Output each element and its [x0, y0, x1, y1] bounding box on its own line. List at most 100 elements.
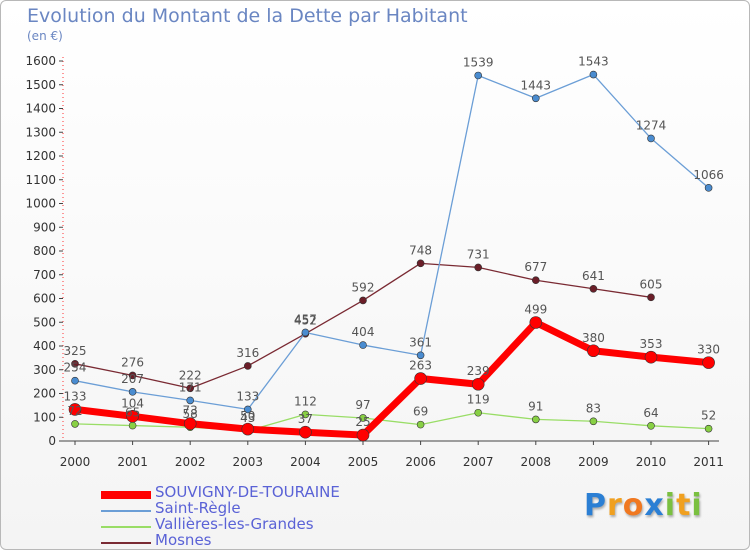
legend-label: Saint-Règle: [155, 499, 241, 517]
legend-label: SOUVIGNY-DE-TOURAINE: [155, 483, 340, 501]
data-label: 316: [236, 346, 259, 360]
x-tick-label: 2009: [578, 455, 609, 469]
data-point: [183, 417, 197, 430]
y-tick-label: 300: [33, 363, 56, 377]
x-tick-label: 2004: [290, 455, 321, 469]
data-point: [416, 420, 425, 429]
data-label: 1539: [463, 55, 494, 69]
data-label: 1443: [521, 78, 552, 92]
data-point: [589, 417, 598, 426]
data-label: 91: [528, 399, 543, 413]
y-tick-label: 200: [33, 387, 56, 401]
data-point: [647, 293, 655, 302]
data-label: 263: [409, 359, 432, 373]
x-tick-label: 2007: [463, 455, 494, 469]
logo-letter: P: [584, 488, 607, 523]
x-tick-label: 2000: [60, 455, 91, 469]
chart-title: Evolution du Montant de la Dette par Hab…: [27, 5, 468, 27]
data-labels: 325 276 222 316 452 592 748 731 677 641 605 72 65 58 4…: [64, 55, 724, 430]
data-label: 592: [352, 280, 375, 294]
data-point: [416, 351, 425, 360]
y-tick-label: 1000: [25, 197, 56, 211]
data-point: [128, 371, 137, 380]
data-point: [128, 421, 137, 430]
x-tick-label: 2005: [348, 455, 379, 469]
data-point: [416, 259, 425, 268]
data-point: [71, 376, 79, 385]
data-point: [71, 420, 79, 428]
y-tick-label: 400: [33, 339, 56, 353]
data-point: [704, 424, 713, 433]
logo-letter: o: [622, 488, 645, 523]
y-tick-label: 1400: [25, 102, 56, 116]
data-label: 239: [467, 364, 490, 378]
data-label: 65: [125, 406, 140, 420]
data-label: 133: [236, 389, 259, 403]
logo-letter: i: [691, 488, 703, 523]
data-label: 133: [64, 389, 87, 403]
data-label: 37: [298, 412, 313, 426]
data-label: 83: [586, 401, 601, 415]
data-point: [359, 296, 367, 305]
logo-letter: r: [607, 488, 623, 523]
x-tick-label: 2010: [636, 455, 667, 469]
data-label: 73: [183, 404, 198, 418]
y-tick-label: 1200: [25, 149, 56, 163]
data-label: 64: [643, 406, 658, 420]
data-point: [531, 415, 540, 424]
data-label: 404: [352, 325, 375, 339]
legend-swatch: [101, 510, 151, 512]
data-point: [301, 410, 310, 419]
y-tick-label: 100: [33, 410, 56, 424]
y-tick-label: 0: [48, 434, 56, 448]
data-point: [71, 360, 79, 368]
data-label: 330: [697, 343, 720, 357]
data-label: 677: [524, 260, 547, 274]
data-label: 731: [467, 247, 490, 261]
data-point: [647, 421, 655, 430]
y-tick-label: 500: [33, 315, 56, 329]
y-tick-label: 900: [33, 220, 56, 234]
data-label: 222: [179, 368, 202, 382]
data-label: 452: [294, 314, 317, 328]
data-point: [471, 377, 485, 391]
series-line-0: [74, 318, 709, 439]
proxiti-logo: Proxiti: [584, 488, 703, 523]
data-label: 112: [294, 394, 317, 408]
y-tick-label: 1100: [25, 173, 56, 187]
data-label: 276: [121, 355, 144, 369]
y-tick-label: 700: [33, 268, 56, 282]
data-label: 25: [355, 415, 370, 429]
data-point: [244, 362, 252, 370]
legend-swatch: [101, 491, 151, 499]
logo-letter: i: [664, 488, 677, 523]
x-tick-label: 2011: [693, 455, 724, 469]
data-point: [241, 422, 255, 436]
data-point: [299, 425, 312, 439]
data-label: 171: [179, 380, 202, 394]
data-label: 119: [467, 393, 490, 407]
data-point: [589, 70, 598, 79]
data-label: 58: [183, 407, 198, 421]
y-tick-label: 1500: [25, 78, 56, 92]
data-label: 69: [413, 405, 428, 419]
chart-subtitle: (en €): [27, 29, 63, 43]
x-tick-label: 2003: [233, 455, 264, 469]
legend-swatch: [101, 542, 151, 544]
data-point: [414, 372, 427, 385]
data-point: [702, 356, 715, 369]
y-tick-label: 600: [33, 292, 56, 306]
data-label: 207: [121, 372, 144, 386]
data-point: [474, 263, 483, 272]
data-point: [359, 414, 367, 422]
data-label: 72: [67, 404, 82, 418]
x-tick-label: 2006: [405, 455, 436, 469]
data-point: [474, 408, 483, 417]
logo-letter: x: [644, 488, 665, 523]
y-tick-label: 1300: [25, 125, 56, 139]
series-line-2: [74, 412, 709, 432]
data-label: 254: [64, 361, 87, 375]
x-tick-label: 2001: [117, 455, 148, 469]
